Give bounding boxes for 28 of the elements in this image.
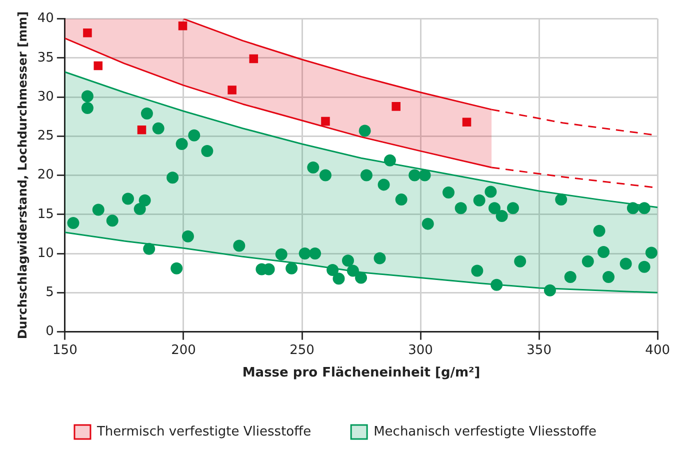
point <box>228 86 236 94</box>
y-tick-label: 40 <box>37 11 54 26</box>
y-tick-label: 0 <box>46 324 54 340</box>
point <box>249 54 258 64</box>
legend-label: Thermisch verfestigte Vliesstoffe <box>96 424 312 440</box>
legend-label: Mechanisch verfestigte Vliesstoffe <box>374 424 597 440</box>
point <box>462 118 472 126</box>
y-tick-label: 5 <box>46 285 54 300</box>
y-tick-label: 35 <box>37 50 54 66</box>
point <box>137 126 146 134</box>
x-tick-label: 200 <box>171 342 196 358</box>
x-axis-title: Masse pro Flächeneinheit [g/m²] <box>242 366 480 381</box>
y-tick-label: 10 <box>37 246 54 261</box>
point <box>94 61 103 70</box>
point <box>178 21 188 30</box>
x-tick-label: 300 <box>408 342 433 358</box>
x-tick-label: 250 <box>290 342 314 358</box>
y-tick-label: 30 <box>37 89 54 104</box>
x-tick-label: 150 <box>52 342 78 358</box>
y-tick-label: 15 <box>37 206 54 222</box>
point <box>392 102 401 111</box>
point <box>321 116 330 126</box>
point <box>83 28 92 38</box>
y-axis-title: Durchschlagwiderstand, Lochdurchmesser [mm] <box>15 11 30 340</box>
y-tick-label: 20 <box>37 168 54 183</box>
x-tick-label: 400 <box>645 342 670 358</box>
y-tick-label: 25 <box>37 128 54 144</box>
x-tick-label: 350 <box>526 342 552 358</box>
